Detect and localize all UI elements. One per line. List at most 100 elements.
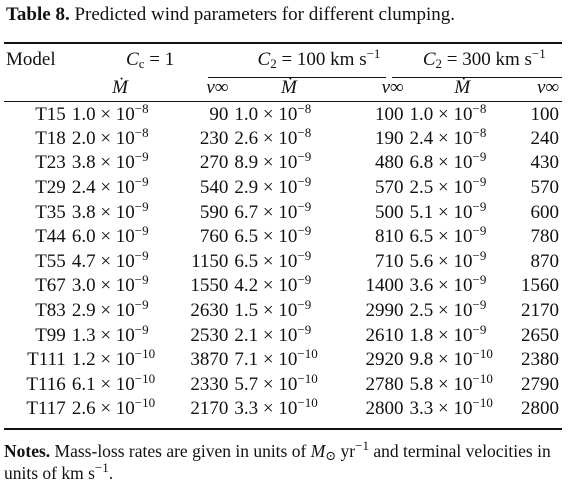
vinf-cell: 600: [530, 201, 560, 223]
model-cell: T29: [35, 177, 66, 199]
vinf-cell: 500: [375, 201, 404, 223]
mdot-cell: 7.1 × 10−10: [234, 346, 318, 371]
mdot-cell: 3.3 × 10−10: [234, 395, 318, 420]
vinf-cell: 2650: [521, 324, 559, 346]
header-mdot-3: Ṁ: [454, 77, 471, 98]
vinf-cell: 1150: [191, 250, 229, 272]
table-row: T18 2.0 × 10−8 230 2.6 × 10−8 190 2.4 × 10−8 2…: [4, 124, 562, 152]
notes-label: Notes.: [4, 441, 51, 461]
caption-label: Table 8.: [6, 4, 70, 25]
table-row: T67 3.0 × 10−9 1550 4.2 × 10−9 1400 3.6 × 10−…: [4, 272, 562, 299]
notes-text: Mass-loss rates are given in units of M⊙…: [4, 438, 551, 483]
mdot-cell: 2.5 × 10−9: [409, 174, 487, 199]
table-row: T29 2.4 × 10−9 540 2.9 × 10−9 570 2.5 × 10−9 5…: [4, 174, 562, 201]
header-group-3: C2 = 300 km s−1: [422, 46, 546, 71]
model-cell: T99: [35, 324, 66, 346]
mdot-cell: 3.6 × 10−9: [409, 272, 487, 297]
mdot-cell: 6.8 × 10−9: [409, 149, 487, 174]
table-row: T44 6.0 × 10−9 760 6.5 × 10−9 810 6.5 × 10−9 7…: [4, 223, 562, 250]
header-vinf-1: v∞: [206, 77, 229, 98]
vinf-cell: 870: [530, 250, 560, 272]
top-rule: [4, 42, 562, 44]
vinf-cell: 100: [375, 104, 404, 126]
table-row: T23 3.8 × 10−9 270 8.9 × 10−9 480 6.8 × 10−9 4…: [4, 149, 562, 176]
header-vinf-2: v∞: [381, 77, 404, 98]
mdot-cell: 5.1 × 10−9: [409, 198, 487, 223]
model-cell: T83: [35, 300, 66, 322]
table-caption: Table 8. Predicted wind parameters for d…: [6, 4, 562, 26]
vinf-cell: 590: [199, 201, 229, 223]
mdot-cell: 4.2 × 10−9: [234, 272, 312, 297]
model-cell: T35: [35, 201, 66, 223]
mdot-cell: 3.3 × 10−10: [409, 395, 493, 420]
vinf-cell: 190: [375, 127, 404, 149]
model-cell: T23: [35, 152, 66, 174]
mdot-cell: 3.8 × 10−9: [71, 198, 149, 223]
model-cell: T55: [35, 250, 66, 272]
table-row: T111 1.2 × 10−10 3870 7.1 × 10−10 2920 9.8 × …: [4, 346, 562, 373]
vinf-cell: 2170: [521, 300, 559, 322]
vinf-cell: 480: [375, 152, 404, 174]
vinf-cell: 430: [530, 152, 560, 174]
vinf-cell: 1560: [521, 275, 559, 297]
table-row: T117 2.6 × 10−10 2170 3.3 × 10−10 2800 3.3 × …: [4, 395, 562, 422]
vinf-cell: 100: [530, 104, 560, 126]
bottom-rule: [4, 428, 562, 430]
mdot-cell: 1.3 × 10−9: [71, 321, 149, 346]
group-rule-c2-100: [208, 77, 386, 78]
mdot-cell: 2.0 × 10−8: [71, 124, 149, 149]
mdot-cell: 1.5 × 10−9: [234, 297, 312, 322]
vinf-cell: 2610: [365, 324, 404, 346]
mdot-cell: 5.6 × 10−9: [409, 247, 487, 272]
vinf-cell: 2170: [190, 398, 229, 420]
mdot-cell: 6.7 × 10−9: [234, 198, 312, 223]
mdot-cell: 3.0 × 10−9: [71, 272, 149, 297]
vinf-cell: 540: [199, 177, 229, 199]
header-group-2: C2 = 100 km s−1: [257, 46, 381, 71]
vinf-cell: 2920: [365, 349, 404, 371]
vinf-cell: 240: [530, 127, 560, 149]
table-row: T116 6.1 × 10−10 2330 5.7 × 10−10 2780 5.8 × …: [4, 370, 562, 398]
mdot-cell: 5.7 × 10−10: [234, 370, 318, 395]
vinf-cell: 270: [199, 152, 229, 174]
vinf-cell: 2780: [365, 373, 404, 395]
mdot-cell: 2.6 × 10−8: [234, 124, 312, 149]
model-cell: T18: [35, 127, 66, 149]
mdot-cell: 1.2 × 10−10: [71, 346, 156, 371]
mdot-cell: 2.1 × 10−9: [234, 321, 312, 346]
header-model: Model: [6, 49, 56, 70]
mdot-cell: 1.0 × 10−8: [409, 101, 487, 126]
vinf-cell: 230: [199, 127, 229, 149]
mdot-cell: 6.5 × 10−9: [234, 247, 312, 272]
mdot-cell: 1.0 × 10−8: [71, 101, 149, 126]
vinf-cell: 1400: [365, 275, 404, 297]
vinf-cell: 570: [530, 177, 560, 199]
caption-text: Predicted wind parameters for different …: [74, 4, 456, 25]
mdot-cell: 1.8 × 10−9: [409, 321, 487, 346]
model-cell: T67: [35, 275, 66, 297]
table-row: T83 2.9 × 10−9 2630 1.5 × 10−9 2990 2.5 × 10−…: [4, 297, 562, 324]
mdot-cell: 2.6 × 10−10: [71, 395, 156, 420]
header-mdot-1: Ṁ: [112, 77, 128, 98]
wind-parameters-table: Model Cc = 1 C2 = 100 km s−1 C2 = 300 km…: [4, 46, 562, 422]
mdot-cell: 2.5 × 10−9: [409, 297, 487, 322]
mdot-cell: 2.9 × 10−9: [234, 174, 312, 199]
header-mdot-2: Ṁ: [281, 77, 297, 98]
vinf-cell: 2530: [190, 324, 229, 346]
vinf-cell: 710: [375, 250, 404, 272]
mdot-cell: 6.1 × 10−10: [71, 370, 156, 395]
model-cell: T15: [35, 104, 66, 126]
mdot-cell: 6.0 × 10−9: [71, 223, 149, 248]
vinf-cell: 3870: [190, 349, 229, 371]
vinf-cell: 810: [375, 226, 404, 248]
table-row: T99 1.3 × 10−9 2530 2.1 × 10−9 2610 1.8 × 10−…: [4, 323, 562, 348]
vinf-cell: 2800: [365, 398, 404, 420]
model-cell: T111: [27, 349, 66, 371]
vinf-cell: 90: [209, 104, 229, 126]
mdot-cell: 9.8 × 10−10: [409, 346, 493, 371]
table-row: T55 4.7 × 10−9 1150 6.5 × 10−9 710 5.6 × 10−9…: [4, 247, 562, 275]
vinf-cell: 2330: [190, 373, 229, 395]
vinf-cell: 760: [199, 226, 229, 248]
vinf-cell: 2990: [365, 300, 404, 322]
mdot-cell: 2.4 × 10−8: [409, 124, 487, 149]
